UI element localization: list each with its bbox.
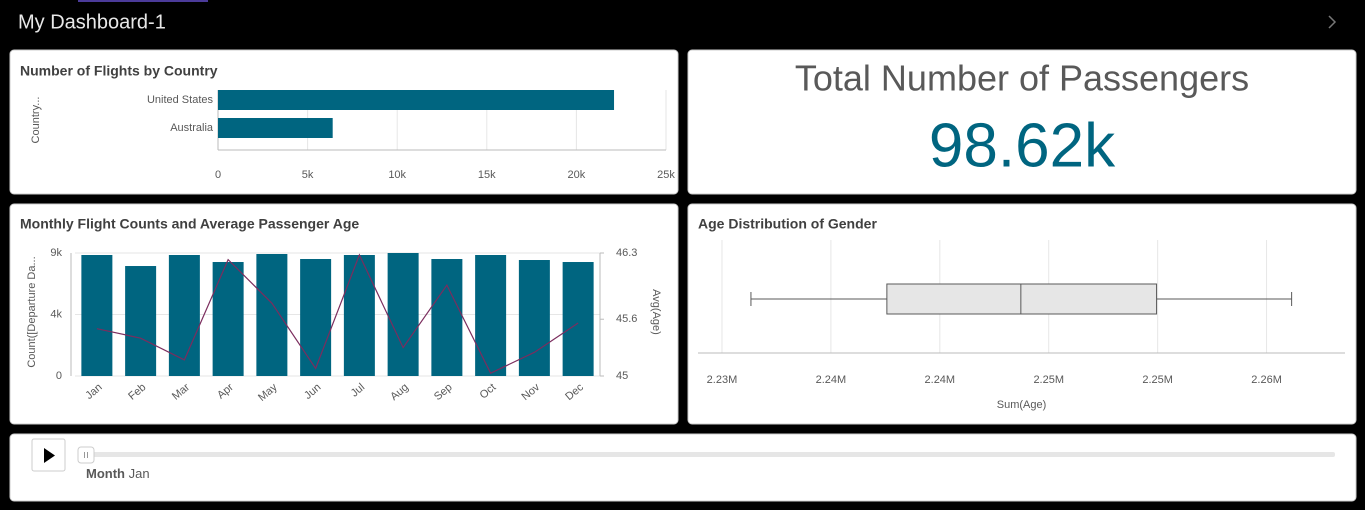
bar — [387, 253, 419, 376]
x-tick-label: 0 — [215, 169, 221, 181]
x-tick-label: 20k — [568, 169, 586, 181]
y-tick-label: 0 — [56, 370, 62, 382]
x-tick-label: 10k — [388, 169, 406, 181]
x-tick-label: 25k — [657, 169, 675, 181]
bar — [431, 259, 463, 376]
x-tick-label: 2.24M — [816, 374, 847, 386]
slider-track[interactable] — [78, 452, 1335, 457]
x-tick-label: 2.23M — [707, 374, 738, 386]
y-tick-label: 4k — [50, 308, 62, 320]
collapse-chevron[interactable] — [1328, 15, 1337, 29]
tab-indicator — [78, 0, 208, 2]
bar — [343, 255, 375, 376]
chart-title: Number of Flights by Country — [20, 63, 218, 79]
line — [96, 253, 579, 374]
x-axis-label: Sum(Age) — [997, 399, 1047, 411]
y-axis-label: Country... — [30, 97, 42, 144]
bar — [81, 255, 113, 376]
x-tick-label: 2.25M — [1033, 374, 1064, 386]
bar — [125, 266, 157, 376]
x-tick-label: 2.26M — [1251, 374, 1282, 386]
chart-title: Age Distribution of Gender — [698, 216, 877, 232]
chart-title: Monthly Flight Counts and Average Passen… — [20, 216, 359, 232]
bar — [256, 254, 288, 376]
bar — [218, 118, 333, 138]
x-tick-label: 15k — [478, 169, 496, 181]
player-value: Jan — [129, 466, 150, 481]
kpi-title: Total Number of Passengers — [795, 58, 1249, 99]
x-tick-label: 2.25M — [1142, 374, 1173, 386]
bar — [168, 255, 200, 376]
x-tick-label: 2.24M — [925, 374, 956, 386]
y2-axis-label: Avg(Age) — [650, 289, 662, 335]
play-icon[interactable] — [44, 448, 55, 463]
panel — [9, 49, 679, 195]
bar — [212, 262, 244, 376]
bar — [300, 259, 332, 376]
slider-thumb[interactable] — [77, 446, 95, 464]
player-label: Month Jan — [86, 466, 150, 481]
player-field: Month — [86, 466, 125, 481]
y-tick-label: 9k — [50, 247, 62, 259]
y2-tick-label: 45 — [616, 370, 628, 382]
y-tick-label: Australia — [170, 122, 214, 134]
y-tick-label: United States — [147, 94, 214, 106]
panel — [687, 49, 1357, 195]
bar — [518, 260, 550, 376]
y-axis-label: Count([Departure Da... — [26, 256, 38, 367]
panel — [9, 433, 1357, 502]
y2-tick-label: 45.6 — [616, 313, 637, 325]
y2-tick-label: 46.3 — [616, 247, 637, 259]
play-button[interactable] — [31, 438, 66, 472]
bar — [475, 255, 507, 376]
x-tick-label: 5k — [302, 169, 314, 181]
bar — [562, 262, 594, 376]
bar — [218, 90, 615, 110]
kpi-value: 98.62k — [929, 111, 1116, 180]
dashboard-title: My Dashboard-1 — [18, 11, 166, 33]
box — [886, 283, 1158, 315]
